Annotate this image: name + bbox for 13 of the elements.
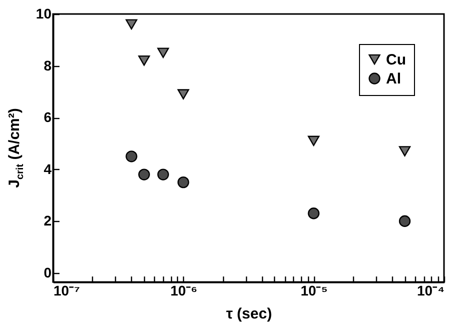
x-tick-label: 10⁻⁵	[300, 282, 328, 298]
x-tick-label: 10⁻⁷	[54, 282, 80, 298]
y-tick-label: 10	[36, 6, 52, 22]
y-tick-label: 2	[44, 212, 52, 229]
legend-label: Al	[386, 70, 401, 88]
legend-label: Cu	[386, 52, 406, 68]
y-tick-label: 6	[44, 109, 52, 126]
y-tick-label: 0	[44, 264, 52, 280]
y-tick-label: 8	[44, 57, 52, 74]
y-tick-label: 4	[44, 160, 52, 177]
x-tick-label: 10⁻⁶	[170, 282, 198, 298]
x-axis-title: τ (sec)	[226, 306, 272, 322]
x-tick-label: 10⁻⁴	[417, 282, 445, 298]
